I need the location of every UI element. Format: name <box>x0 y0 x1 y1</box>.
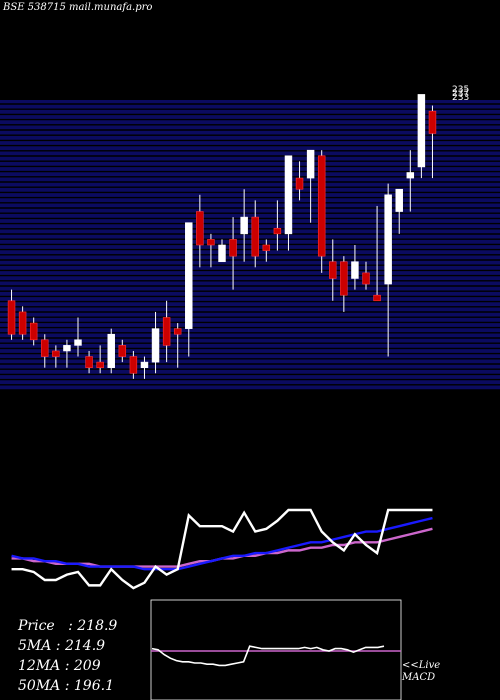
candle-body <box>107 333 115 368</box>
candle-body <box>395 188 403 212</box>
macd-frame <box>150 599 402 700</box>
candle-body <box>428 110 437 134</box>
candle-body <box>317 155 326 257</box>
macd-label: <<Live MACD <box>402 660 440 684</box>
candle-body <box>140 361 149 368</box>
candle-body <box>351 261 359 279</box>
stat-50ma: 50MA : 196.1 <box>18 678 114 694</box>
price-line <box>11 508 433 590</box>
stat-price: Price : 218.9 <box>18 618 118 634</box>
candle-body <box>262 244 271 251</box>
candle-body <box>362 272 370 285</box>
candle-body <box>7 300 16 335</box>
candle-body <box>118 345 127 357</box>
candle-body <box>52 350 60 357</box>
candle-body <box>329 261 337 279</box>
watermark: BSE 538715 mail.munafa.pro <box>3 2 153 13</box>
price-tick-label: 237 <box>452 89 469 99</box>
candle-body <box>162 317 171 346</box>
candle-body <box>306 149 315 179</box>
candle-body <box>63 345 71 352</box>
candle-body <box>18 311 27 335</box>
candle-body <box>29 322 38 341</box>
price-stats: Price : 218.9 5MA : 214.9 12MA : 209 50M… <box>18 616 117 696</box>
candle-body <box>196 211 204 246</box>
candle-body <box>41 339 49 357</box>
stat-5ma: 5MA : 214.9 <box>18 638 106 654</box>
candle-body <box>384 194 392 285</box>
stat-value: 214.9 <box>64 638 106 654</box>
candle-body <box>85 356 93 368</box>
macd-label-live: <<Live <box>402 660 441 671</box>
stat-value: 218.9 <box>77 618 118 634</box>
candle-body <box>251 216 259 257</box>
candle-body <box>284 155 293 235</box>
candle-body <box>96 361 104 368</box>
candle-body <box>207 239 215 246</box>
candle-body <box>218 244 226 263</box>
candlestick-series <box>7 94 437 379</box>
macd-panel <box>150 599 402 700</box>
candle-body <box>295 177 304 190</box>
candle-body <box>406 172 415 179</box>
stat-label: Price <box>18 618 55 634</box>
stat-label: 12MA <box>18 658 61 674</box>
candle-body <box>74 339 82 346</box>
candle-body <box>340 261 348 296</box>
candle-body <box>129 356 138 374</box>
candle-body <box>373 294 381 302</box>
price-tick-label: 235 <box>452 85 469 95</box>
candle-body <box>240 216 248 235</box>
stat-12ma: 12MA : 209 <box>18 658 101 674</box>
stat-label: 50MA <box>18 678 61 694</box>
candle-body <box>417 94 426 168</box>
macd-label-name: MACD <box>402 672 436 683</box>
price-band-grid <box>0 100 500 391</box>
price-tick-label: 233 <box>452 93 469 103</box>
macd-line <box>151 645 385 667</box>
moving-average-panel <box>11 508 433 590</box>
candle-body <box>185 222 193 329</box>
stat-value: 196.1 <box>73 678 114 694</box>
stat-value: 209 <box>73 658 101 674</box>
candle-body <box>151 328 160 363</box>
stat-label: 5MA <box>18 638 52 654</box>
candle-body <box>229 239 237 257</box>
ma-line <box>11 516 433 571</box>
candle-body <box>173 328 182 335</box>
candle-body <box>273 227 282 235</box>
